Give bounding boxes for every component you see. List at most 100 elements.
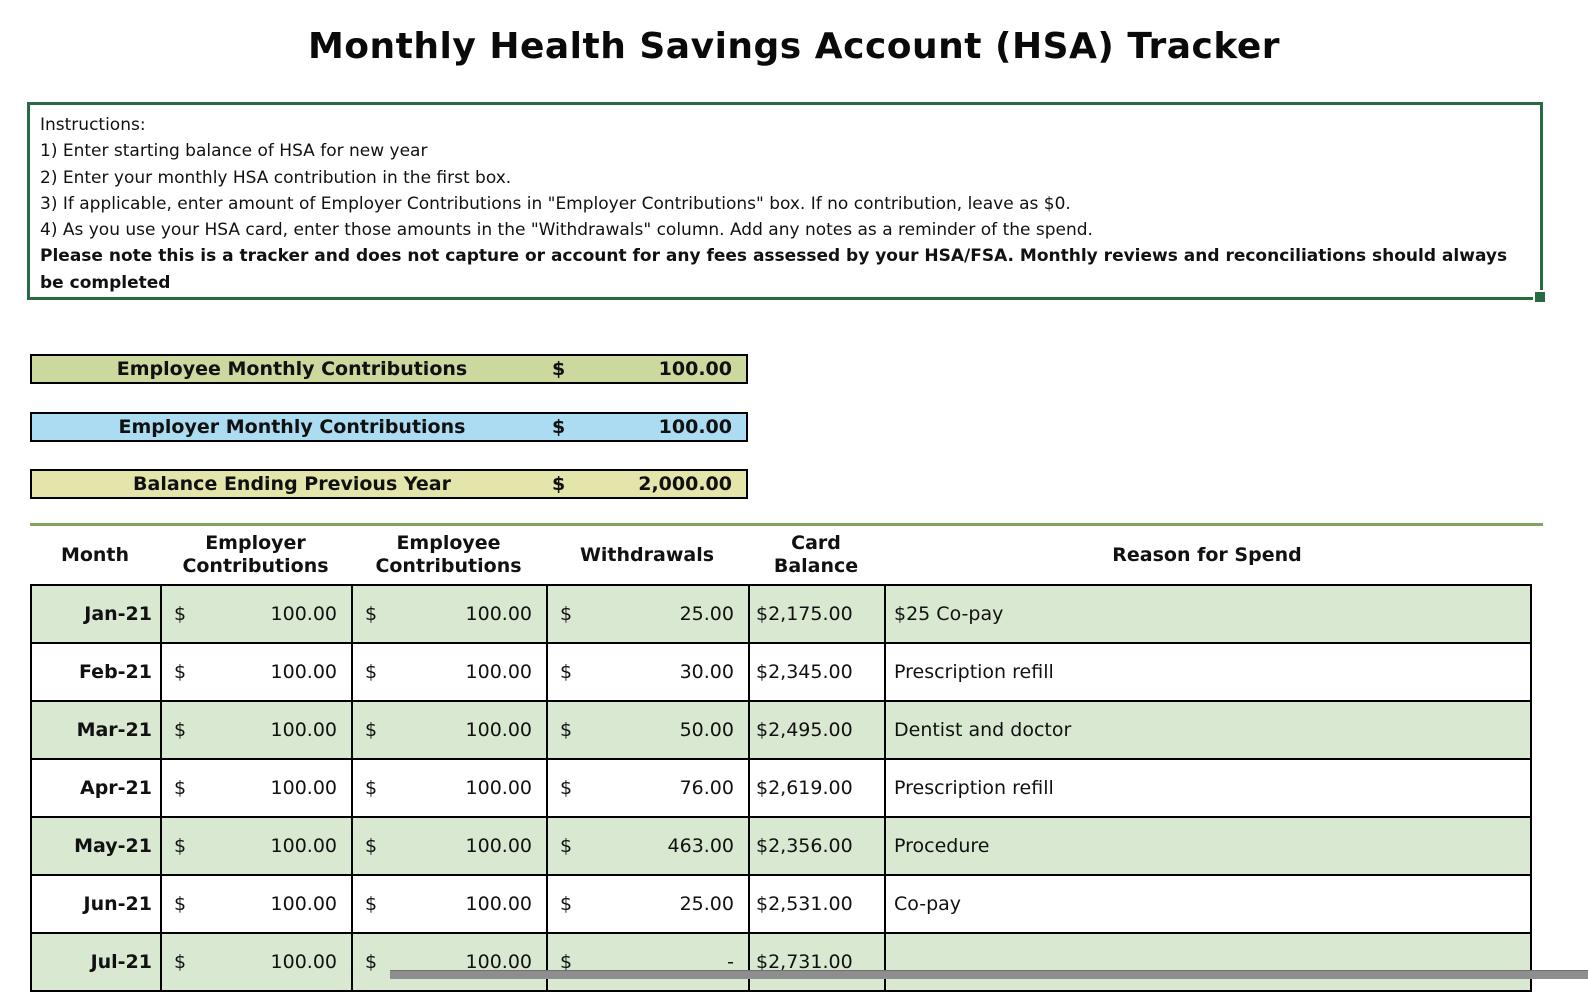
month-cell[interactable]: Jun-21 bbox=[30, 874, 162, 934]
hsa-monthly-table: Jan-21 $100.00 $100.00 $25.00 $2,175.00 $… bbox=[30, 584, 1532, 992]
employer-contribution-cell[interactable]: $100.00 bbox=[160, 642, 353, 702]
amount: 100.00 bbox=[465, 893, 532, 915]
currency-symbol: $ bbox=[560, 777, 573, 799]
table-row: Feb-21 $100.00 $100.00 $30.00 $2,345.00 P… bbox=[30, 642, 1532, 702]
currency-symbol: $ bbox=[365, 777, 378, 799]
amount: 100.00 bbox=[465, 603, 532, 625]
withdrawal-cell[interactable]: $76.00 bbox=[546, 758, 750, 818]
table-row: Jan-21 $100.00 $100.00 $25.00 $2,175.00 $… bbox=[30, 584, 1532, 644]
reason-cell[interactable] bbox=[884, 932, 1532, 992]
card-balance-cell[interactable]: $2,619.00 bbox=[748, 758, 886, 818]
month-cell[interactable]: Feb-21 bbox=[30, 642, 162, 702]
instruction-line: 3) If applicable, enter amount of Employ… bbox=[40, 193, 1071, 214]
month-cell[interactable]: Jul-21 bbox=[30, 932, 162, 992]
page-title: Monthly Health Savings Account (HSA) Tra… bbox=[307, 26, 1281, 67]
withdrawal-cell[interactable]: $30.00 bbox=[546, 642, 750, 702]
withdrawal-cell[interactable]: $50.00 bbox=[546, 700, 750, 760]
table-row: May-21 $100.00 $100.00 $463.00 $2,356.00… bbox=[30, 816, 1532, 876]
currency-symbol: $ bbox=[560, 603, 573, 625]
currency-symbol: $ bbox=[552, 473, 566, 495]
currency-symbol: $ bbox=[174, 951, 187, 973]
employee-contribution-cell[interactable]: $100.00 bbox=[351, 874, 548, 934]
currency-symbol: $ bbox=[560, 835, 573, 857]
employee-contribution-cell[interactable]: $100.00 bbox=[351, 584, 548, 644]
employee-contribution-cell[interactable]: $100.00 bbox=[351, 642, 548, 702]
currency-symbol: $ bbox=[552, 416, 566, 438]
currency-symbol: $ bbox=[174, 719, 187, 741]
amount: 100.00 bbox=[465, 951, 532, 973]
amount: 100.00 bbox=[270, 777, 337, 799]
card-balance-cell[interactable]: $2,531.00 bbox=[748, 874, 886, 934]
reason-cell[interactable]: Co-pay bbox=[884, 874, 1532, 934]
card-balance-cell[interactable]: $2,345.00 bbox=[748, 642, 886, 702]
table-header-row: Month Employer Contributions Employee Co… bbox=[30, 526, 1530, 584]
currency-symbol: $ bbox=[174, 835, 187, 857]
employee-contribution-cell[interactable]: $100.00 bbox=[351, 932, 548, 992]
amount: 463.00 bbox=[667, 835, 734, 857]
amount: - bbox=[727, 951, 734, 973]
currency-symbol: $ bbox=[365, 835, 378, 857]
month-cell[interactable]: Apr-21 bbox=[30, 758, 162, 818]
card-balance-cell[interactable]: $2,731.00 bbox=[748, 932, 886, 992]
summary-box-employee-monthly-contributions: Employee Monthly Contributions $ 100.00 bbox=[30, 354, 748, 384]
instruction-line: Instructions: bbox=[40, 115, 146, 135]
amount: 100.00 bbox=[270, 603, 337, 625]
amount: 76.00 bbox=[679, 777, 734, 799]
card-balance-cell[interactable]: $2,356.00 bbox=[748, 816, 886, 876]
reason-cell[interactable]: Procedure bbox=[884, 816, 1532, 876]
employer-contribution-cell[interactable]: $100.00 bbox=[160, 584, 353, 644]
reason-cell[interactable]: Dentist and doctor bbox=[884, 700, 1532, 760]
employer-contribution-cell[interactable]: $100.00 bbox=[160, 874, 353, 934]
employee-contribution-cell[interactable]: $100.00 bbox=[351, 758, 548, 818]
instruction-line: 4) As you use your HSA card, enter those… bbox=[40, 220, 1093, 241]
withdrawal-cell[interactable]: $25.00 bbox=[546, 874, 750, 934]
month-cell[interactable]: May-21 bbox=[30, 816, 162, 876]
amount: 50.00 bbox=[679, 719, 734, 741]
employer-contribution-cell[interactable]: $100.00 bbox=[160, 816, 353, 876]
card-balance-cell[interactable]: $2,175.00 bbox=[748, 584, 886, 644]
month-cell[interactable]: Jan-21 bbox=[30, 584, 162, 644]
instruction-line: 1) Enter starting balance of HSA for new… bbox=[40, 141, 428, 162]
employee-contribution-cell[interactable]: $100.00 bbox=[351, 816, 548, 876]
column-header-withdrawals: Withdrawals bbox=[579, 543, 715, 566]
employer-contribution-cell[interactable]: $100.00 bbox=[160, 758, 353, 818]
selection-fill-handle[interactable] bbox=[1533, 290, 1547, 304]
amount: 100.00 bbox=[465, 661, 532, 683]
amount: 100.00 bbox=[270, 661, 337, 683]
amount: 25.00 bbox=[679, 893, 734, 915]
amount: 100.00 bbox=[270, 893, 337, 915]
table-row: Apr-21 $100.00 $100.00 $76.00 $2,619.00 P… bbox=[30, 758, 1532, 818]
summary-value-cell[interactable]: 100.00 bbox=[658, 358, 732, 380]
currency-symbol: $ bbox=[560, 893, 573, 915]
summary-label: Balance Ending Previous Year bbox=[133, 473, 451, 495]
currency-symbol: $ bbox=[552, 358, 566, 380]
employee-contribution-cell[interactable]: $100.00 bbox=[351, 700, 548, 760]
employer-contribution-cell[interactable]: $100.00 bbox=[160, 700, 353, 760]
currency-symbol: $ bbox=[174, 777, 187, 799]
currency-symbol: $ bbox=[365, 893, 378, 915]
summary-label: Employee Monthly Contributions bbox=[116, 358, 468, 380]
currency-symbol: $ bbox=[560, 719, 573, 741]
summary-value-cell[interactable]: 100.00 bbox=[658, 416, 732, 438]
amount: 100.00 bbox=[465, 719, 532, 741]
summary-label: Employer Monthly Contributions bbox=[118, 416, 466, 438]
summary-value-cell[interactable]: 2,000.00 bbox=[638, 473, 732, 495]
reason-cell[interactable]: Prescription refill bbox=[884, 758, 1532, 818]
summary-box-balance-ending-previous-year: Balance Ending Previous Year $ 2,000.00 bbox=[30, 469, 748, 499]
amount: 100.00 bbox=[270, 951, 337, 973]
withdrawal-cell[interactable]: $ - bbox=[546, 932, 750, 992]
reason-cell[interactable]: Prescription refill bbox=[884, 642, 1532, 702]
currency-symbol: $ bbox=[365, 603, 378, 625]
withdrawal-cell[interactable]: $463.00 bbox=[546, 816, 750, 876]
currency-symbol: $ bbox=[365, 661, 378, 683]
reason-cell[interactable]: $25 Co-pay bbox=[884, 584, 1532, 644]
month-cell[interactable]: Mar-21 bbox=[30, 700, 162, 760]
amount: 100.00 bbox=[465, 777, 532, 799]
employer-contribution-cell[interactable]: $100.00 bbox=[160, 932, 353, 992]
amount: 25.00 bbox=[679, 603, 734, 625]
horizontal-scrollbar[interactable] bbox=[390, 970, 1588, 979]
amount: 30.00 bbox=[679, 661, 734, 683]
withdrawal-cell[interactable]: $25.00 bbox=[546, 584, 750, 644]
card-balance-cell[interactable]: $2,495.00 bbox=[748, 700, 886, 760]
instructions-cell-range[interactable]: Instructions: 1) Enter starting balance … bbox=[27, 102, 1547, 304]
